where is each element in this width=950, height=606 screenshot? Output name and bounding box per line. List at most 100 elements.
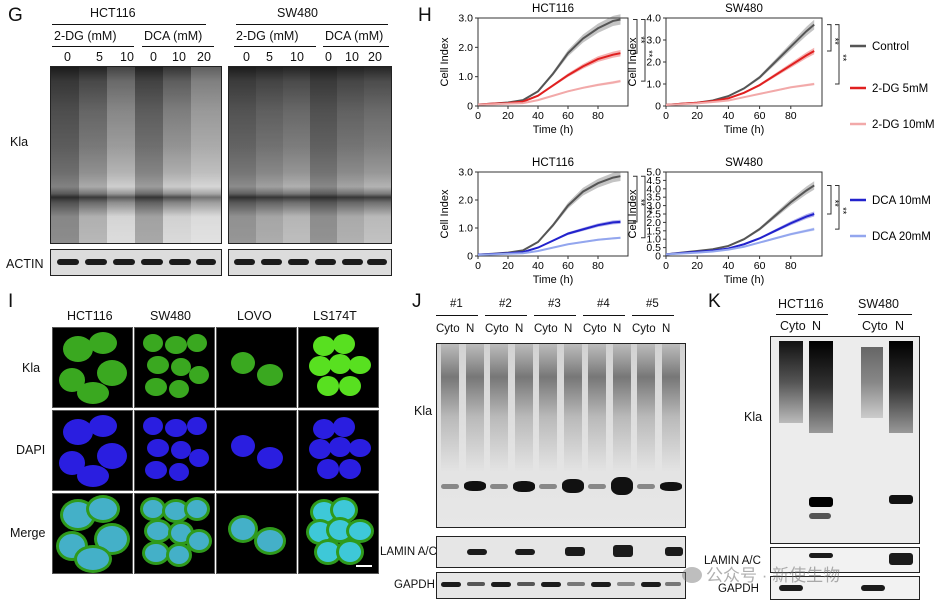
- g-underline-t2: [142, 46, 214, 47]
- cell-nucleus: [147, 522, 169, 540]
- j-fraction-label: Cyto: [534, 323, 558, 335]
- x-axis-label: Time (h): [533, 274, 574, 286]
- cell-nucleus: [329, 437, 351, 457]
- plot-frame: [477, 17, 629, 107]
- y-tick-label: 1.0: [646, 234, 661, 246]
- g-dose: 0: [64, 50, 71, 64]
- k-gapdh-blot: [770, 576, 920, 600]
- g-underline-t3: [234, 46, 316, 47]
- cell-nucleus: [187, 500, 207, 518]
- y-tick-label: 2.0: [458, 195, 473, 207]
- j-sample-underline: [632, 315, 674, 316]
- g-underline-t4: [323, 46, 389, 47]
- cell-nucleus: [89, 498, 117, 520]
- cell-nucleus: [143, 417, 163, 435]
- g-underline-hct116: [52, 24, 206, 25]
- y-tick-label: 1.0: [458, 71, 473, 83]
- chart-title: SW480: [725, 157, 763, 169]
- cell-nucleus: [257, 447, 283, 469]
- series-line: [477, 236, 621, 256]
- cell-nucleus: [231, 352, 255, 374]
- j-sample-underline: [436, 315, 478, 316]
- cell-nucleus: [187, 417, 207, 435]
- g-kla-blot-hct116: [50, 66, 222, 244]
- x-tick-label: 20: [502, 260, 514, 272]
- j-cyto-band: [490, 484, 508, 489]
- cell-nucleus: [189, 532, 209, 550]
- k-row-label-gapdh: GAPDH: [718, 583, 759, 595]
- cell-nucleus: [309, 522, 331, 542]
- j-sample-label: #1: [450, 298, 463, 310]
- panel-letter-h: H: [418, 5, 432, 26]
- cell-nucleus: [89, 415, 117, 437]
- j-lane: [612, 344, 631, 527]
- x-tick-label: 60: [562, 260, 574, 272]
- series-error-band: [478, 79, 621, 105]
- cell-nucleus: [189, 449, 209, 467]
- y-tick-label: 0: [655, 251, 661, 263]
- g-treatment-dca-2: DCA (mM): [325, 29, 384, 43]
- j-fraction-label: Cyto: [485, 323, 509, 335]
- j-sample-underline: [485, 315, 527, 316]
- cell-nucleus: [169, 463, 189, 481]
- y-axis-label: Cell Index: [627, 37, 639, 86]
- significance-mark: **: [838, 207, 848, 215]
- x-tick-label: 60: [754, 260, 766, 272]
- j-sample-underline: [534, 315, 576, 316]
- j-lane: [465, 344, 484, 527]
- k-row-label-lamin: LAMIN A/C: [704, 555, 761, 567]
- y-tick-label: 3.5: [646, 192, 661, 204]
- j-lane: [563, 344, 582, 527]
- micrograph-kla: [216, 327, 297, 408]
- x-tick-label: 20: [502, 110, 514, 122]
- cell-nucleus: [313, 336, 335, 356]
- micrograph-dapi: [52, 410, 133, 491]
- micrograph-kla: [298, 327, 379, 408]
- y-tick-label: 4.0: [646, 13, 661, 25]
- y-tick-label: 4.5: [646, 175, 661, 187]
- micrograph-merge: [216, 493, 297, 574]
- significance-bracket: [633, 18, 638, 54]
- x-tick-label: 20: [691, 110, 703, 122]
- cell-nucleus: [333, 500, 355, 520]
- k-fraction: N: [895, 319, 905, 333]
- cell-nucleus: [257, 530, 283, 552]
- x-tick-label: 60: [562, 110, 574, 122]
- cell-nucleus: [63, 419, 93, 445]
- cell-nucleus: [77, 382, 109, 404]
- cell-nucleus: [317, 376, 339, 396]
- j-sample-label: #2: [499, 298, 512, 310]
- j-fraction-label: Cyto: [583, 323, 607, 335]
- series-error-band: [666, 47, 815, 105]
- g-dose: 0: [150, 50, 157, 64]
- g-dose: 20: [368, 50, 382, 64]
- cell-nucleus: [145, 544, 167, 562]
- micrograph-kla: [52, 327, 133, 408]
- y-axis-label: Cell Index: [439, 37, 451, 86]
- j-header: #1 Cyto N #2 Cyto N #3 Cyto N #4 Cyto N #5 Cyto N: [436, 296, 686, 340]
- y-tick-label: 3.0: [458, 13, 473, 25]
- j-nuclear-band: [659, 481, 682, 491]
- cell-nucleus: [187, 334, 207, 352]
- cell-nucleus: [97, 443, 127, 469]
- j-sample-label: #3: [548, 298, 561, 310]
- g-treatment-dca-1: DCA (mM): [144, 29, 203, 43]
- micrograph-dapi: [216, 410, 297, 491]
- cell-nucleus: [145, 378, 167, 396]
- y-tick-label: 0: [467, 101, 473, 113]
- legend-label: 2-DG 5mM: [872, 83, 928, 95]
- cell-nucleus: [329, 520, 351, 540]
- i-col-label: SW480: [150, 309, 191, 323]
- cell-nucleus: [349, 439, 371, 457]
- cell-nucleus: [231, 518, 255, 540]
- y-tick-label: 3.0: [458, 167, 473, 179]
- panel-letter-g: G: [8, 5, 23, 26]
- significance-mark: **: [838, 54, 848, 62]
- g-dose: 0: [243, 50, 250, 64]
- cell-nucleus: [231, 435, 255, 457]
- micrograph-merge: [134, 493, 215, 574]
- i-row-label: Kla: [22, 361, 41, 375]
- k-fraction: Cyto: [780, 319, 806, 333]
- j-nuclear-band: [561, 479, 584, 493]
- cell-nucleus: [333, 334, 355, 354]
